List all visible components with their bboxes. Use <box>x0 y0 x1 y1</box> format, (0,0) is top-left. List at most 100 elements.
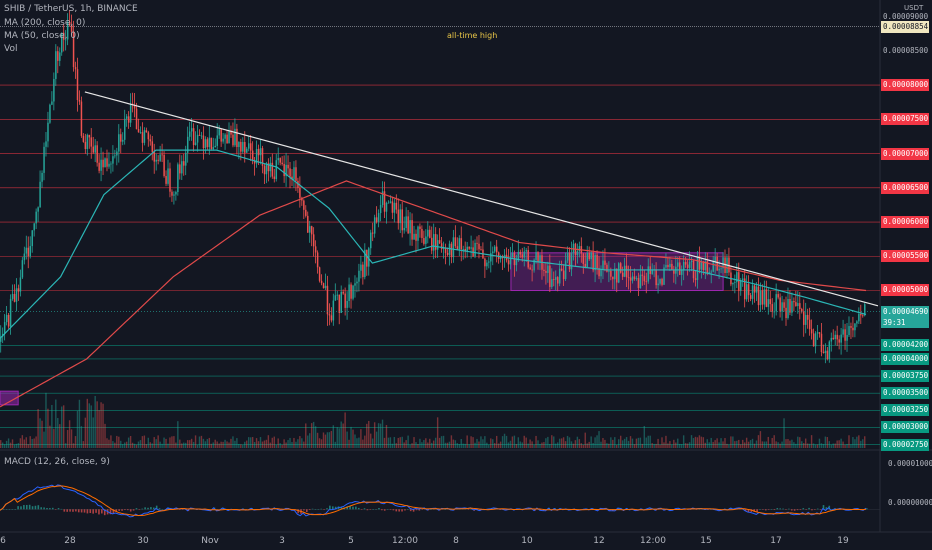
candle-body <box>682 261 685 271</box>
candle-body <box>320 280 323 284</box>
volume-bar <box>259 437 262 448</box>
candle-body <box>387 202 390 204</box>
candle-body <box>440 243 443 250</box>
candle-body <box>19 277 22 292</box>
volume-bar <box>33 438 35 448</box>
volume-bar <box>61 406 63 448</box>
macd-histogram-bar <box>430 509 432 510</box>
macd-histogram-bar <box>776 508 779 510</box>
candle-body <box>0 336 2 342</box>
volume-bar <box>212 442 214 448</box>
volume-bar <box>466 435 468 448</box>
current-price-value: 0.00004690 <box>883 306 929 316</box>
volume-bar <box>745 437 748 448</box>
volume-bar <box>726 443 728 448</box>
candle-body <box>326 285 329 315</box>
macd-histogram-bar <box>444 509 447 510</box>
macd-legend[interactable]: MACD (12, 26, close, 9) <box>4 457 110 467</box>
volume-bar <box>806 443 809 448</box>
candle-body <box>525 250 528 252</box>
candle-body <box>842 329 844 335</box>
candle-body <box>480 249 482 251</box>
macd-histogram-bar <box>63 509 66 512</box>
candle-body <box>106 158 108 167</box>
candle-body <box>677 262 679 267</box>
candle-body <box>745 284 748 300</box>
volume-bar <box>553 436 555 448</box>
ma50-legend[interactable]: MA (50, close, 0) <box>4 31 80 41</box>
volume-bar <box>429 438 431 448</box>
macd-histogram-bar <box>819 509 822 510</box>
volume-bar <box>27 444 29 448</box>
candle-body <box>167 168 169 184</box>
candle-body <box>661 278 663 285</box>
candle-body <box>856 321 858 324</box>
candle-body <box>281 162 283 165</box>
candle-body <box>316 252 319 268</box>
volume-bar <box>822 443 825 448</box>
candle-body <box>429 229 431 238</box>
candle-body <box>244 141 246 153</box>
candle-body <box>309 226 311 233</box>
volume-bar <box>151 443 153 448</box>
volume-bar <box>596 435 598 448</box>
volume-bar <box>450 435 453 448</box>
ma200-legend[interactable]: MA (200, close, 0) <box>4 18 86 28</box>
candle-body <box>806 314 809 320</box>
candle-body <box>558 268 561 284</box>
volume-bar <box>177 421 179 448</box>
volume-bar <box>661 437 663 448</box>
candle-body <box>255 148 258 164</box>
volume-bar <box>423 440 425 448</box>
macd-histogram-bar <box>37 505 40 510</box>
volume-bar <box>484 436 486 448</box>
volume-bar <box>828 441 831 448</box>
candle-body <box>614 268 616 280</box>
candle-body <box>742 278 744 281</box>
candle-body <box>555 277 557 280</box>
volume-bar <box>669 441 671 448</box>
time-axis-label: Nov <box>201 536 219 546</box>
volume-bar <box>846 444 848 448</box>
volume-bar <box>468 444 470 448</box>
candle-body <box>696 256 699 280</box>
candle-body <box>220 129 222 142</box>
candle-body <box>738 272 740 291</box>
candle-body <box>163 154 165 177</box>
candle-body <box>446 252 449 255</box>
candle-body <box>547 265 549 273</box>
macd-histogram-bar <box>762 509 764 510</box>
volume-bar <box>556 442 559 448</box>
volume-bar <box>448 441 451 448</box>
volume-bar <box>521 442 523 448</box>
volume-bar <box>582 444 584 448</box>
volume-bar <box>527 443 529 448</box>
candle-body <box>822 352 825 354</box>
volume-bar <box>667 443 669 448</box>
volume-bar <box>232 436 234 448</box>
candle-body <box>332 300 335 321</box>
candle-body <box>194 142 197 145</box>
candle-body <box>403 227 405 231</box>
candle-body <box>438 240 441 244</box>
volume-bar <box>271 437 274 448</box>
volume-bar <box>700 436 703 448</box>
symbol-legend[interactable]: SHIB / TetherUS, 1h, BINANCE <box>4 4 138 14</box>
candle-body <box>216 135 218 146</box>
volume-bar <box>222 441 224 448</box>
candle-body <box>596 254 598 269</box>
volume-bar <box>127 437 130 448</box>
candle-body <box>578 246 581 252</box>
candle-body <box>328 314 331 316</box>
candle-body <box>734 282 736 283</box>
candle-body <box>499 256 502 259</box>
volume-bar <box>539 443 541 448</box>
volume-bar <box>139 440 142 448</box>
candle-body <box>450 243 453 258</box>
vol-legend[interactable]: Vol <box>4 44 18 54</box>
macd-histogram-bar <box>334 506 337 510</box>
candle-body <box>364 249 366 278</box>
candle-body <box>655 269 657 286</box>
candle-body <box>151 141 154 153</box>
